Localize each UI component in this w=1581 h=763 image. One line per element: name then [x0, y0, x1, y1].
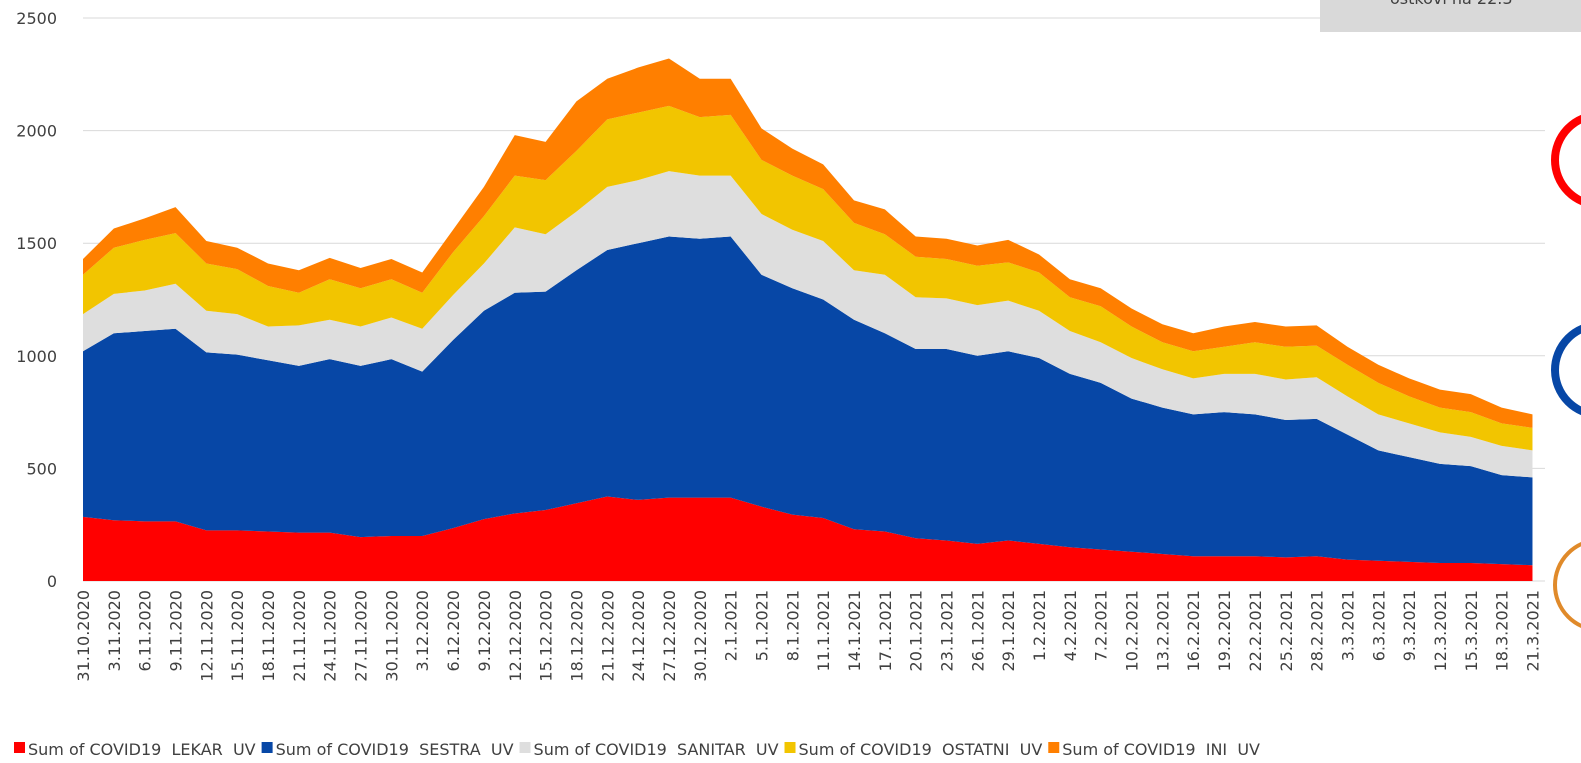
- x-tick-label: 21.3.2021: [1523, 590, 1542, 671]
- x-tick-label: 19.2.2021: [1215, 590, 1234, 671]
- x-tick-label: 22.2.2021: [1246, 590, 1265, 671]
- x-tick-label: 3.12.2020: [413, 590, 432, 671]
- x-tick-label: 3.3.2021: [1338, 590, 1357, 661]
- y-tick-label: 2000: [16, 122, 57, 141]
- x-tick-label: 30.11.2020: [382, 590, 401, 682]
- annotation: ostkovi na 22.3: [1390, 0, 1513, 8]
- x-tick-label: 12.11.2020: [197, 590, 216, 682]
- y-tick-label: 1000: [16, 347, 57, 366]
- x-tick-label: 29.1.2021: [999, 590, 1018, 671]
- x-tick-label: 14.1.2021: [845, 590, 864, 671]
- x-tick-label: 21.12.2020: [598, 590, 617, 682]
- annotation-box: [1320, 0, 1581, 32]
- x-tick-label: 10.2.2021: [1123, 590, 1142, 671]
- x-tick-label: 24.11.2020: [321, 590, 340, 682]
- x-tick-label: 31.10.2020: [74, 590, 93, 682]
- x-tick-label: 18.11.2020: [259, 590, 278, 682]
- legend-label: Sum of COVID19 OSTATNI UV: [799, 740, 1043, 759]
- x-tick-label: 5.1.2021: [752, 590, 771, 661]
- x-tick-label: 13.2.2021: [1153, 590, 1172, 671]
- decor-circle: [1551, 114, 1581, 206]
- x-tick-label: 24.12.2020: [629, 590, 648, 682]
- x-tick-label: 9.11.2020: [167, 590, 186, 671]
- x-tick-label: 12.3.2021: [1431, 590, 1450, 671]
- x-tick-label: 6.11.2020: [136, 590, 155, 671]
- y-tick-label: 500: [26, 459, 57, 478]
- x-tick-label: 20.1.2021: [907, 590, 926, 671]
- x-tick-label: 16.2.2021: [1184, 590, 1203, 671]
- x-tick-label: 18.12.2020: [567, 590, 586, 682]
- x-tick-label: 4.2.2021: [1061, 590, 1080, 661]
- x-tick-label: 7.2.2021: [1092, 590, 1111, 661]
- area: [83, 105, 1533, 451]
- legend-swatch: [261, 742, 273, 753]
- legend-label: Sum of COVID19 SESTRA UV: [276, 740, 514, 759]
- x-tick-label: 30.12.2020: [691, 590, 710, 682]
- legend-swatch: [784, 742, 796, 753]
- x-tick-label: 8.1.2021: [783, 590, 802, 661]
- legend-label: Sum of COVID19 LEKAR UV: [28, 740, 256, 759]
- x-tick-label: 27.12.2020: [660, 590, 679, 682]
- area: [83, 58, 1533, 428]
- x-tick-label: 28.2.2021: [1308, 590, 1327, 671]
- legend-label: Sum of COVID19 INI UV: [1062, 740, 1260, 759]
- x-tick-label: 15.12.2020: [537, 590, 556, 682]
- legend-label: Sum of COVID19 SANITAR UV: [534, 740, 779, 759]
- x-tick-label: 6.3.2021: [1369, 590, 1388, 661]
- x-tick-label: 17.1.2021: [876, 590, 895, 671]
- x-tick-label: 12.12.2020: [506, 590, 525, 682]
- x-tick-label: 6.12.2020: [444, 590, 463, 671]
- x-tick-label: 23.1.2021: [938, 590, 957, 671]
- x-tick-label: 9.3.2021: [1400, 590, 1419, 661]
- decor-circle: [1551, 324, 1581, 416]
- x-tick-label: 18.3.2021: [1493, 590, 1512, 671]
- area: [83, 171, 1533, 478]
- y-tick-label: 0: [47, 572, 57, 591]
- area: [83, 236, 1533, 566]
- legend-swatch: [519, 742, 531, 753]
- x-tick-label: 15.3.2021: [1462, 590, 1481, 671]
- x-tick-label: 3.11.2020: [105, 590, 124, 671]
- x-tick-label: 11.1.2021: [814, 590, 833, 671]
- legend-swatch: [1048, 742, 1060, 753]
- x-tick-label: 1.2.2021: [1030, 590, 1049, 661]
- x-tick-label: 26.1.2021: [968, 590, 987, 671]
- x-tick-label: 27.11.2020: [352, 590, 371, 682]
- x-tick-label: 25.2.2021: [1277, 590, 1296, 671]
- x-tick-label: 21.11.2020: [290, 590, 309, 682]
- x-tick-label: 15.11.2020: [228, 590, 247, 682]
- decor-circle: [1553, 542, 1581, 628]
- y-tick-label: 1500: [16, 234, 57, 253]
- x-tick-label: 9.12.2020: [475, 590, 494, 671]
- y-tick-label: 2500: [16, 9, 57, 28]
- area: [83, 496, 1533, 581]
- legend-swatch: [14, 742, 25, 753]
- x-tick-label: 2.1.2021: [722, 590, 741, 661]
